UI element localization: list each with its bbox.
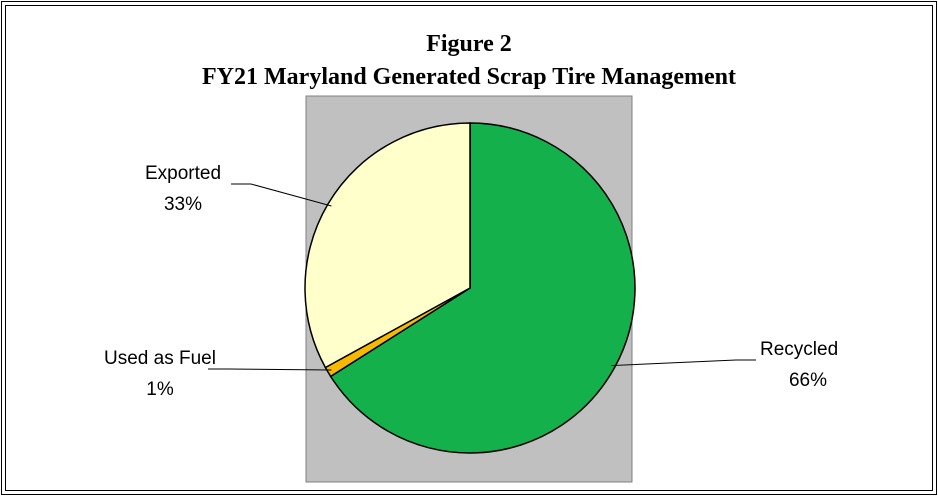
leader-line: [611, 359, 756, 367]
chart-subtitle: FY21 Maryland Generated Scrap Tire Manag…: [202, 64, 736, 90]
leader-line: [231, 183, 332, 207]
chart-title: Figure 2: [426, 31, 512, 57]
pie-slice: [329, 122, 636, 454]
inner-frame: [5, 5, 933, 491]
slice-value-label: 1%: [146, 379, 174, 400]
slice-value-label: 66%: [789, 370, 827, 391]
slice-label: Used as Fuel: [104, 348, 216, 369]
slice-label: Exported: [145, 163, 221, 184]
pie-slice: [304, 122, 471, 369]
slice-value-label: 33%: [164, 194, 202, 215]
leader-line: [208, 368, 332, 371]
slice-label: Recycled: [760, 339, 838, 360]
